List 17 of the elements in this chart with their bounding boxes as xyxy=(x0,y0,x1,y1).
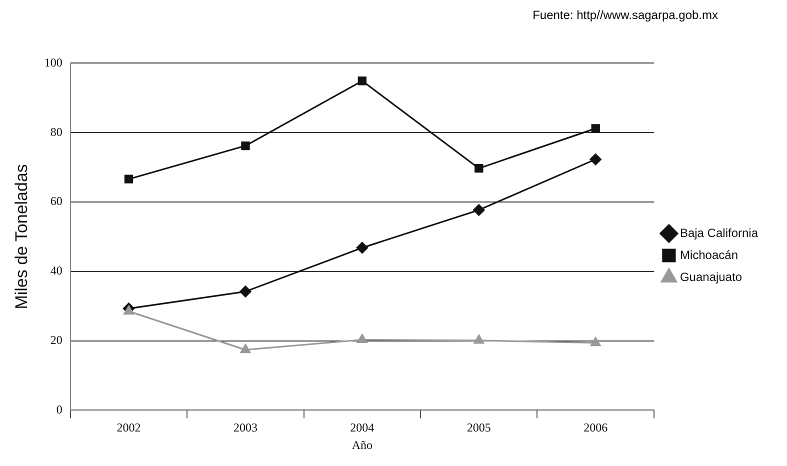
x-tick-label: 2002 xyxy=(116,420,141,435)
y-axis-title: Miles de Toneladas xyxy=(12,164,31,310)
legend-label: Baja California xyxy=(680,226,758,240)
y-tick-label: 100 xyxy=(44,55,62,70)
x-tick-label: 2004 xyxy=(350,420,374,435)
x-tick-label: 2003 xyxy=(233,420,258,435)
y-tick-label: 80 xyxy=(50,124,62,139)
x-tick-label: 2006 xyxy=(584,420,608,435)
y-tick-label: 20 xyxy=(50,332,62,347)
y-tick-label: 0 xyxy=(56,402,62,416)
legend-label: Michoacán xyxy=(680,248,738,262)
y-tick-label: 40 xyxy=(50,264,62,278)
source-note: Fuente: http//www.sagarpa.gob.mx xyxy=(532,8,719,24)
legend-label: Guanajuato xyxy=(680,270,742,284)
x-axis-title: Año xyxy=(352,438,373,452)
x-tick-label: 2005 xyxy=(466,420,491,435)
y-tick-label: 60 xyxy=(50,194,62,208)
